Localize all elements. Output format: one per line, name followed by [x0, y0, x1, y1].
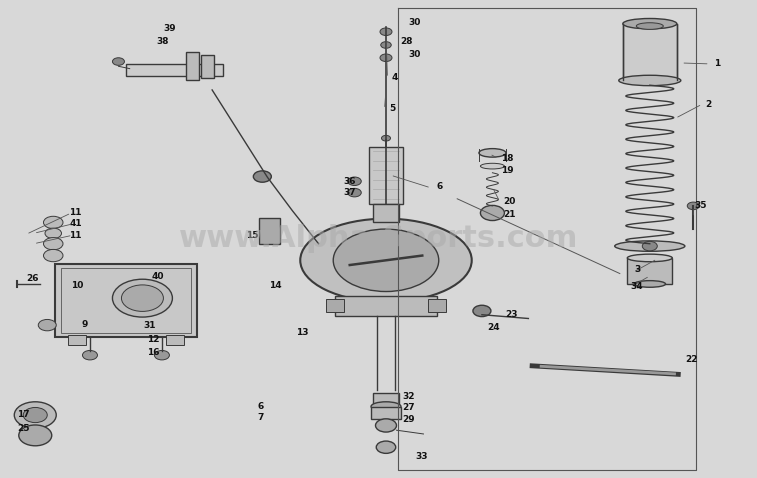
Circle shape	[347, 188, 361, 197]
Text: 20: 20	[503, 196, 516, 206]
Ellipse shape	[481, 163, 504, 169]
Text: 27: 27	[402, 403, 415, 413]
Bar	[166, 335, 184, 345]
Bar	[55, 264, 197, 337]
Circle shape	[23, 407, 47, 423]
Text: 37: 37	[344, 188, 357, 197]
Circle shape	[43, 216, 63, 228]
Text: 11: 11	[70, 231, 82, 239]
Bar	[628, 258, 672, 284]
Circle shape	[376, 441, 396, 453]
Text: 34: 34	[631, 282, 643, 291]
Circle shape	[19, 425, 51, 446]
Ellipse shape	[634, 281, 665, 287]
Circle shape	[121, 285, 164, 311]
Text: 13: 13	[296, 328, 308, 337]
Text: 24: 24	[488, 324, 500, 333]
Text: 26: 26	[26, 274, 39, 283]
Ellipse shape	[623, 19, 677, 29]
Circle shape	[14, 402, 56, 428]
Text: 23: 23	[506, 310, 518, 319]
Circle shape	[381, 42, 391, 48]
Bar	[68, 335, 86, 345]
Circle shape	[39, 319, 56, 331]
Text: 22: 22	[686, 355, 698, 364]
Ellipse shape	[618, 75, 681, 86]
Circle shape	[43, 238, 63, 250]
Text: 41: 41	[70, 219, 82, 228]
Text: 11: 11	[70, 208, 82, 217]
Ellipse shape	[479, 149, 506, 157]
Text: 17: 17	[17, 410, 30, 419]
Text: 12: 12	[148, 335, 160, 344]
Circle shape	[375, 419, 397, 432]
Text: 39: 39	[164, 24, 176, 33]
Text: 36: 36	[344, 177, 357, 186]
Bar	[61, 268, 192, 334]
Text: 6: 6	[257, 402, 264, 412]
Ellipse shape	[615, 241, 685, 251]
Bar	[201, 55, 214, 78]
Text: 15: 15	[246, 231, 259, 240]
Ellipse shape	[628, 254, 672, 262]
Bar	[326, 299, 344, 312]
Circle shape	[43, 250, 63, 262]
Circle shape	[642, 241, 657, 251]
Circle shape	[382, 135, 391, 141]
Text: 9: 9	[82, 320, 88, 329]
Text: 21: 21	[503, 210, 516, 219]
Circle shape	[473, 305, 491, 316]
Text: 1: 1	[714, 59, 721, 68]
Text: 16: 16	[148, 348, 160, 357]
Text: 3: 3	[634, 265, 640, 274]
Text: 7: 7	[257, 413, 264, 423]
Text: 2: 2	[705, 99, 712, 109]
Bar	[186, 52, 199, 80]
Text: 19: 19	[501, 166, 514, 175]
Bar	[428, 299, 446, 312]
Text: 38: 38	[157, 37, 169, 46]
Text: 4: 4	[392, 73, 398, 82]
Text: 28: 28	[400, 37, 413, 46]
Bar	[126, 64, 223, 76]
Text: www.Alpha-Sports.com: www.Alpha-Sports.com	[179, 225, 578, 253]
Circle shape	[481, 206, 504, 220]
Bar	[371, 406, 401, 419]
Text: 5: 5	[389, 104, 395, 113]
Circle shape	[45, 228, 61, 239]
Text: 18: 18	[501, 154, 514, 163]
Text: 10: 10	[71, 281, 83, 290]
Text: 6: 6	[437, 183, 443, 192]
Bar	[335, 296, 437, 315]
Circle shape	[113, 58, 124, 65]
Circle shape	[254, 171, 271, 182]
Text: 35: 35	[694, 201, 707, 210]
Circle shape	[113, 279, 173, 317]
Ellipse shape	[637, 23, 663, 29]
Text: 32: 32	[402, 392, 415, 401]
Bar	[372, 204, 400, 222]
Ellipse shape	[371, 402, 401, 411]
Ellipse shape	[301, 218, 472, 302]
Text: 40: 40	[151, 272, 164, 282]
Circle shape	[347, 177, 361, 185]
Circle shape	[380, 28, 392, 35]
Circle shape	[83, 350, 98, 360]
Text: 29: 29	[402, 415, 415, 424]
Text: 14: 14	[269, 281, 282, 290]
Text: 33: 33	[416, 452, 428, 461]
Bar	[623, 24, 677, 80]
Text: 25: 25	[17, 424, 30, 433]
Text: 30: 30	[408, 18, 421, 27]
Ellipse shape	[333, 229, 439, 292]
Text: 30: 30	[408, 50, 421, 59]
Circle shape	[380, 54, 392, 62]
Circle shape	[687, 202, 699, 210]
Bar	[372, 393, 400, 404]
Bar	[369, 147, 403, 204]
Circle shape	[154, 350, 170, 360]
Text: 31: 31	[144, 321, 156, 330]
Bar	[259, 217, 279, 244]
